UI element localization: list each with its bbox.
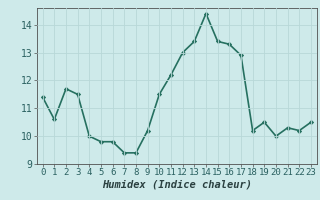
X-axis label: Humidex (Indice chaleur): Humidex (Indice chaleur) [102, 180, 252, 190]
